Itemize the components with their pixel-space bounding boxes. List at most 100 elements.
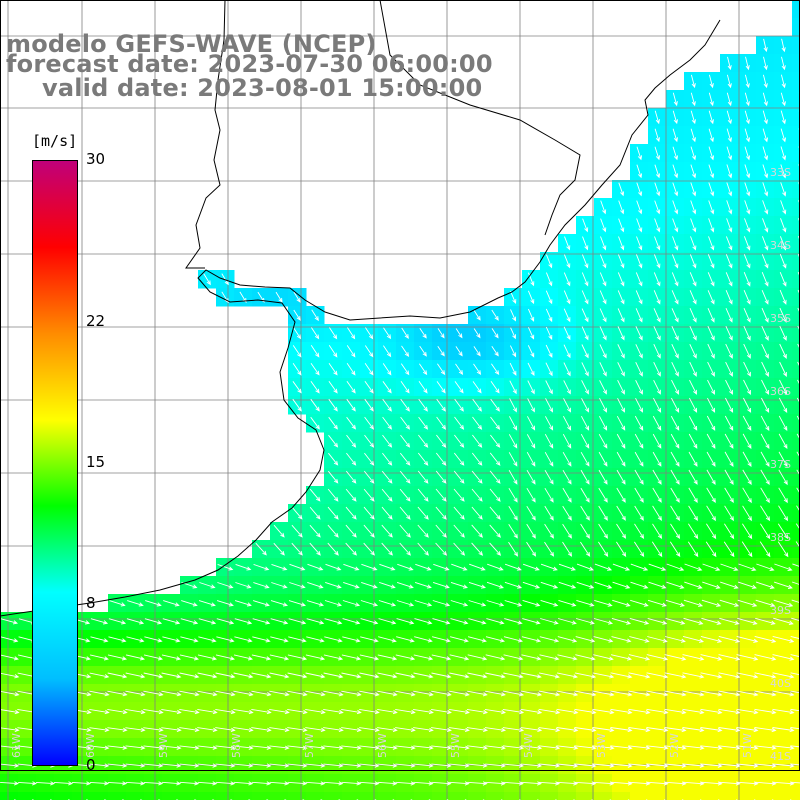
wind-speed-cell <box>666 792 685 800</box>
longitude-label: 58W <box>230 733 243 758</box>
wind-arrow <box>738 563 757 571</box>
wind-arrow <box>580 433 590 449</box>
wind-arrow <box>125 690 146 697</box>
wind-arrow <box>594 599 613 607</box>
wind-arrow <box>108 618 127 625</box>
wind-arrow <box>671 344 679 359</box>
wind-arrow <box>707 272 715 287</box>
wind-arrow <box>382 381 392 394</box>
wind-arrow <box>726 74 732 89</box>
latitude-label: 33S <box>770 166 791 179</box>
wind-arrow <box>489 452 501 466</box>
wind-arrow <box>271 582 288 589</box>
wind-arrow <box>742 397 752 413</box>
wind-arrow <box>772 672 795 679</box>
wind-arrow <box>592 672 615 679</box>
wind-arrow <box>197 745 218 750</box>
wind-arrow <box>346 416 357 430</box>
wind-arrow <box>508 469 518 485</box>
wind-arrow <box>453 542 466 556</box>
wind-arrow <box>581 254 589 269</box>
wind-arrow <box>345 542 357 556</box>
wind-arrow <box>144 636 163 643</box>
wind-arrow <box>744 200 751 215</box>
wind-arrow <box>0 654 19 661</box>
wind-arrow <box>628 745 651 750</box>
wind-arrow <box>611 617 632 625</box>
wind-arrow <box>653 290 661 305</box>
wind-arrow <box>538 708 561 715</box>
wind-arrow <box>727 56 732 71</box>
wind-arrow <box>0 745 20 750</box>
wind-arrow <box>580 469 590 485</box>
wind-arrow <box>255 542 267 556</box>
wind-arrow <box>491 346 499 357</box>
wind-arrow <box>359 763 380 768</box>
wind-arrow <box>509 362 517 376</box>
wind-arrow <box>760 415 770 432</box>
wind-arrow <box>287 763 308 768</box>
wind-arrow <box>179 708 200 715</box>
wind-arrow <box>538 727 561 733</box>
wind-arrow <box>379 581 396 589</box>
wind-arrow <box>653 326 661 341</box>
wind-arrow <box>610 727 633 733</box>
wind-arrow <box>629 617 650 625</box>
wind-arrow <box>654 182 661 197</box>
wind-arrow <box>161 708 182 715</box>
wind-arrow <box>328 434 339 448</box>
wind-arrow <box>671 308 679 323</box>
wind-arrow <box>527 272 535 287</box>
wind-arrow <box>777 541 789 558</box>
wind-arrow <box>413 781 434 786</box>
coastline <box>0 19 721 617</box>
wind-arrow <box>539 636 560 643</box>
wind-arrow <box>630 599 649 607</box>
wind-arrow <box>763 38 768 53</box>
wind-arrow <box>0 727 20 733</box>
wind-arrow <box>777 523 789 540</box>
wind-arrow <box>612 563 631 571</box>
wind-arrow <box>598 469 608 485</box>
wind-arrow <box>707 397 716 413</box>
wind-arrow <box>762 146 769 161</box>
wind-arrow <box>359 672 380 679</box>
wind-arrow <box>618 218 625 233</box>
wind-speed-cell <box>792 162 800 181</box>
wind-arrow <box>401 327 409 339</box>
wind-arrow <box>598 541 609 557</box>
wind-arrow <box>636 218 643 233</box>
wind-arrow <box>359 654 380 661</box>
colorbar-tick-label: 8 <box>86 594 96 613</box>
wind-arrow <box>234 600 252 607</box>
wind-arrow <box>504 563 522 571</box>
wind-arrow <box>761 361 769 377</box>
wind-arrow <box>610 708 633 715</box>
wind-arrow <box>161 690 182 697</box>
wind-arrow <box>599 362 607 377</box>
wind-arrow <box>418 398 428 412</box>
wind-arrow <box>413 763 434 768</box>
wind-arrow <box>610 745 633 750</box>
wind-speed-cell <box>720 792 739 800</box>
wind-arrow <box>305 727 326 733</box>
wind-arrow <box>107 654 128 661</box>
wind-arrow <box>762 110 768 125</box>
wind-arrow <box>526 451 536 467</box>
wind-arrow <box>346 452 357 466</box>
wind-arrow <box>707 290 715 305</box>
wind-arrow <box>796 415 800 423</box>
wind-arrow <box>145 600 162 607</box>
wind-speed-cell <box>414 792 433 800</box>
wind-arrow <box>288 600 307 607</box>
wind-arrow <box>772 708 795 715</box>
wind-arrow <box>449 690 470 697</box>
wind-arrow <box>502 690 525 697</box>
wind-arrow <box>654 146 661 161</box>
river-border-line <box>185 0 226 269</box>
wind-speed-cell <box>648 792 667 800</box>
wind-arrow <box>502 745 525 750</box>
wind-arrow <box>215 708 236 715</box>
title-model: modelo GEFS-WAVE (NCEP) <box>6 30 377 58</box>
wind-arrow <box>253 563 270 571</box>
